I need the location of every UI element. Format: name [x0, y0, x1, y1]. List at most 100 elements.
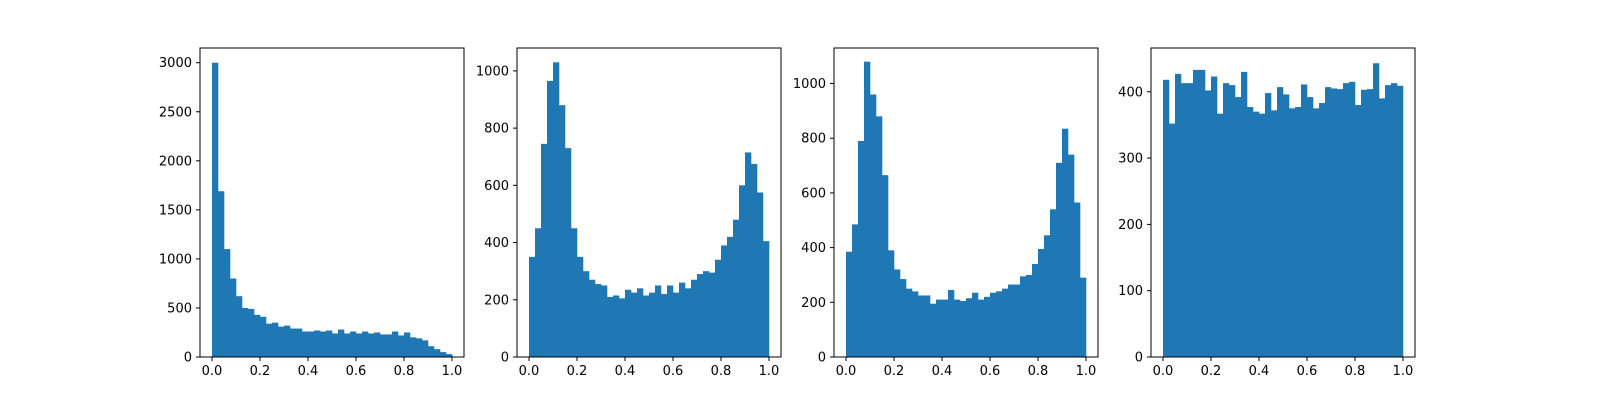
histogram-bar — [703, 271, 710, 357]
histogram-bar — [846, 251, 853, 357]
histogram-bar — [374, 332, 381, 357]
histogram-bar — [1187, 83, 1194, 357]
histogram-bar — [888, 250, 895, 357]
histogram-bar — [613, 295, 620, 357]
histogram-bar — [1361, 89, 1368, 358]
histogram-panel-4: 0.0 0.2 0.4 0.6 0.8 1.0 0 100 200 300 400 — [1118, 47, 1416, 379]
x-tick-label: 0.6 — [663, 364, 684, 379]
histogram-bar — [440, 352, 447, 357]
histogram-bar — [290, 328, 297, 357]
y-tick-label: 0 — [184, 351, 192, 366]
x-tick-label: 0.0 — [836, 364, 857, 379]
x-tick-label: 1.0 — [1076, 364, 1097, 379]
histogram-bar — [1205, 90, 1212, 357]
histogram-bar — [984, 296, 991, 357]
histogram-bar — [416, 338, 423, 357]
histogram-bar — [745, 152, 752, 357]
x-tick-label: 0.8 — [1345, 364, 1366, 379]
histogram-bar — [302, 331, 309, 357]
y-tick-label: 100 — [1118, 284, 1143, 299]
histogram-bar — [607, 296, 614, 357]
histogram-bar — [972, 292, 979, 357]
x-tick-label: 0.8 — [711, 364, 732, 379]
histogram-bar — [553, 62, 560, 358]
histogram-bar — [1331, 88, 1338, 357]
histogram-bar — [1355, 105, 1362, 357]
histogram-bar — [1217, 113, 1224, 358]
histogram-bar — [380, 334, 387, 357]
y-tick-label: 1500 — [159, 203, 192, 218]
histogram-bar — [1325, 87, 1332, 358]
histogram-bar — [1026, 274, 1033, 357]
histogram-bar — [900, 279, 907, 357]
histogram-bar — [643, 295, 650, 357]
histogram-bar — [685, 288, 692, 357]
histogram-bar — [218, 191, 225, 357]
histogram-bar — [1181, 83, 1188, 357]
histogram-bar — [308, 331, 315, 357]
histogram-bar — [715, 259, 722, 357]
histogram-bar — [296, 328, 303, 357]
histogram-bar — [571, 228, 578, 357]
histogram-bar — [386, 334, 393, 357]
histogram-bar — [1301, 84, 1308, 357]
y-tick-label: 400 — [484, 236, 509, 251]
histogram-bar — [344, 333, 351, 357]
histogram-bar — [631, 292, 638, 358]
histogram-bar — [1247, 107, 1254, 358]
histogram-bar — [763, 241, 770, 358]
histogram-bar — [583, 271, 590, 357]
histogram-bar — [858, 140, 865, 357]
histogram-bar — [637, 288, 644, 357]
histogram-bar — [410, 337, 417, 357]
histogram-bar — [673, 292, 680, 358]
y-tick-label: 0 — [1135, 351, 1143, 366]
histogram-bar — [1223, 83, 1230, 357]
y-tick-label: 800 — [801, 132, 826, 147]
x-tick-label: 0.8 — [394, 364, 415, 379]
histogram-bar — [242, 307, 249, 357]
histogram-bar — [924, 295, 931, 357]
histogram-bar — [529, 256, 536, 357]
histogram-bar — [398, 335, 405, 357]
histogram-bar — [1367, 89, 1374, 358]
histogram-panel-3: 0.0 0.2 0.4 0.6 0.8 1.0 0 200 400 600 800 1000 — [793, 47, 1099, 379]
y-tick-label: 300 — [1118, 152, 1143, 167]
histogram-bar — [266, 323, 273, 357]
histogram-bar — [1080, 277, 1087, 357]
histogram-bar — [1193, 69, 1200, 357]
histogram-bar — [870, 94, 877, 358]
histogram-bar — [446, 354, 453, 357]
histogram-bar — [930, 303, 937, 357]
histogram-bar — [230, 278, 237, 357]
histogram-bar — [739, 185, 746, 357]
histogram-bars — [1163, 63, 1404, 358]
histogram-bar — [278, 326, 285, 357]
histogram-bar — [1337, 89, 1344, 358]
x-tick-label: 0.0 — [202, 364, 223, 379]
histogram-bar — [966, 298, 973, 357]
histogram-bar — [601, 285, 608, 357]
histogram-bar — [1014, 284, 1021, 357]
histogram-bar — [326, 330, 333, 357]
histogram-bar — [224, 249, 231, 357]
histogram-bar — [990, 292, 997, 357]
histogram-panel-2: 0.0 0.2 0.4 0.6 0.8 1.0 0 200 400 600 800 1000 — [476, 47, 782, 379]
histogram-bar — [1050, 209, 1057, 357]
y-tick-label: 1000 — [476, 64, 509, 79]
histogram-bar — [1062, 128, 1069, 357]
y-tick-label: 400 — [801, 241, 826, 256]
histogram-bar — [547, 80, 554, 358]
y-tick-label: 200 — [1118, 218, 1143, 233]
histogram-bar — [1313, 108, 1320, 357]
x-tick-label: 1.0 — [442, 364, 463, 379]
histogram-bar — [404, 332, 411, 357]
histogram-bar — [1008, 284, 1015, 357]
histogram-bar — [314, 330, 321, 357]
histogram-bar — [284, 325, 291, 357]
x-tick-label: 0.4 — [298, 364, 319, 379]
histogram-bar — [1289, 108, 1296, 357]
histogram-bar — [1163, 79, 1170, 357]
histogram-bar — [1259, 113, 1266, 358]
